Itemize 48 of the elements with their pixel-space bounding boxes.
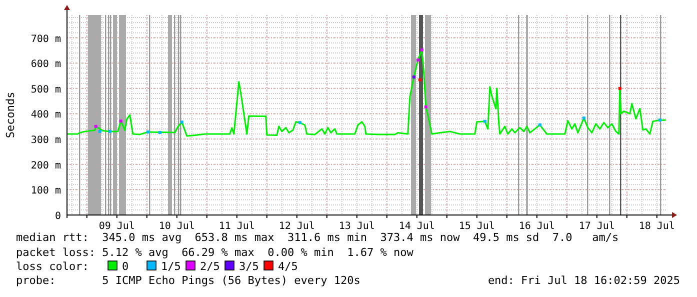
point	[618, 86, 622, 90]
line-series	[66, 49, 667, 137]
point	[412, 76, 416, 79]
x-tick-label: 14 Jul	[398, 221, 435, 232]
x-tick-label: 18 Jul	[638, 221, 675, 232]
x-tick-label: 16 Jul	[518, 221, 555, 232]
y-tick-label: 0	[54, 211, 61, 222]
y-axis-title: Seconds	[4, 92, 17, 138]
x-tick-label: 15 Jul	[458, 221, 495, 232]
point	[424, 105, 428, 108]
point	[418, 78, 422, 82]
x-tick-label: 12 Jul	[278, 221, 315, 232]
x-tick-label: 17 Jul	[578, 221, 615, 232]
y-tick-label: 400 m	[30, 110, 61, 121]
point	[538, 123, 542, 126]
point	[146, 130, 150, 134]
legend-title: loss color:	[16, 260, 89, 273]
legend-label: 4/5	[278, 260, 298, 273]
legend-label: 0	[122, 260, 129, 273]
x-tick-label: 10 Jul	[158, 221, 195, 232]
text: median rtt: 345.0 ms avg 653.8 ms max 311.6 ms min 373.4 ms now 49.5 ms sd 7.0 am/s	[16, 231, 619, 244]
legend-label: 2/5	[200, 260, 220, 273]
y-tick-label: 200 m	[30, 160, 61, 172]
y-tick-label: 500 m	[30, 84, 61, 96]
legend-label: 3/5	[239, 260, 259, 273]
point	[158, 130, 162, 134]
legend-label: 1/5	[161, 260, 181, 273]
point	[298, 121, 302, 124]
y-tick-label: 600 m	[30, 59, 61, 70]
point	[416, 58, 420, 62]
point	[119, 120, 122, 123]
point	[94, 124, 98, 128]
x-tick-label: 09 Jul	[98, 221, 135, 232]
point	[658, 118, 662, 122]
x-tick-label: 11 Jul	[218, 221, 255, 232]
text: probe: 5 ICMP Echo Pings (56 Bytes) every 120s	[16, 274, 360, 287]
text: packet loss: 5.12 % avg 66.29 % max 0.00 % min 1.67 % now	[16, 246, 414, 259]
point	[108, 130, 112, 133]
point	[98, 130, 102, 133]
y-tick-label: 700 m	[30, 34, 61, 45]
text: end: Fri Jul 18 16:02:59 2025	[488, 274, 680, 287]
y-tick-label: 300 m	[30, 135, 61, 146]
y-tick-label: 100 m	[30, 186, 61, 197]
point	[582, 116, 586, 120]
point	[420, 48, 424, 52]
x-tick-label: 13 Jul	[338, 221, 375, 232]
point	[180, 120, 184, 124]
point	[483, 120, 486, 123]
